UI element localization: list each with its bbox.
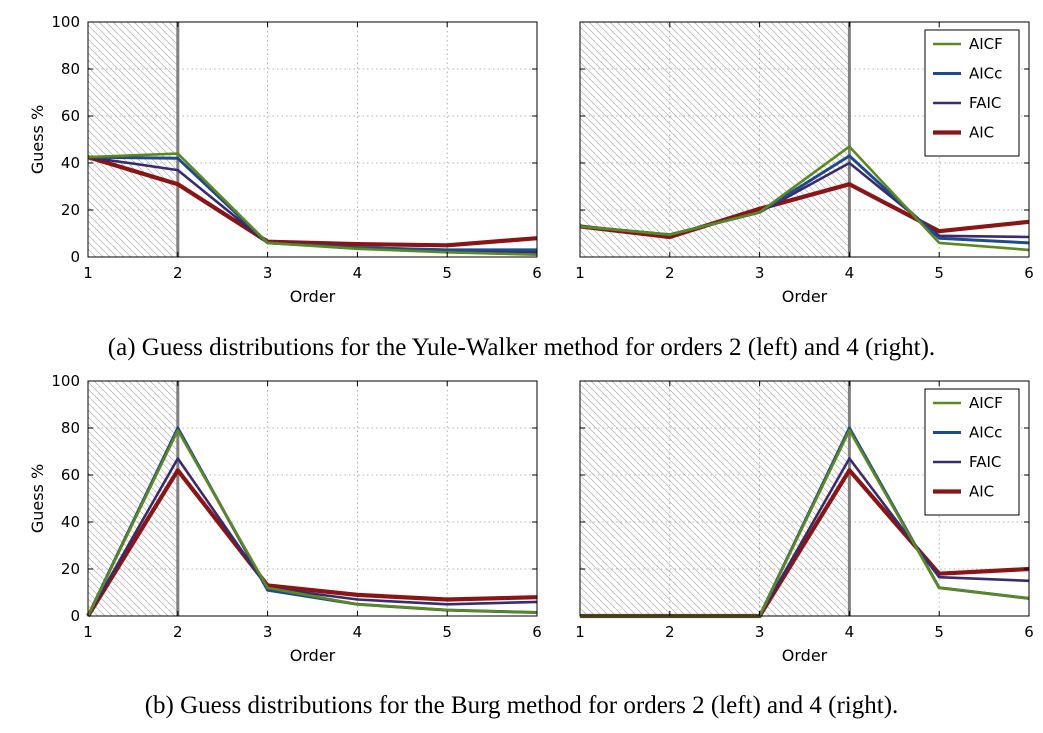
- y-tick-label: 60: [61, 107, 80, 125]
- x-tick-label: 2: [665, 264, 675, 282]
- legend: AICF AICc FAIC AIC: [924, 29, 1020, 157]
- x-tick-label: 3: [755, 623, 765, 641]
- hatched-region: [88, 22, 178, 257]
- x-tick-label: 1: [83, 623, 93, 641]
- x-tick-label: 6: [1024, 623, 1034, 641]
- series-line-aicf: [87, 152, 538, 256]
- caption-yule-walker: (a) Guess distributions for the Yule-Wal…: [107, 334, 936, 361]
- legend-label-aic: AIC: [969, 124, 994, 142]
- y-tick-label: 60: [61, 466, 80, 484]
- legend-label-aic: AIC: [969, 483, 994, 501]
- x-tick-label: 4: [845, 264, 855, 282]
- x-tick-label: 5: [934, 264, 944, 282]
- x-tick-label: 6: [532, 264, 542, 282]
- series-line-aic: [579, 182, 1030, 240]
- y-tick-label: 0: [70, 607, 80, 625]
- x-axis-label: Order: [782, 287, 828, 306]
- y-axis-label: Guess %: [28, 464, 47, 533]
- x-tick-label: 2: [173, 623, 183, 641]
- legend-box: [924, 388, 1020, 516]
- x-tick-label: 3: [755, 264, 765, 282]
- legend-label-aicf: AICF: [969, 35, 1003, 53]
- axes-frame: [579, 380, 1030, 617]
- y-tick-label: 80: [61, 419, 80, 437]
- hatched-region: [88, 381, 178, 616]
- series-line-aic: [87, 155, 538, 248]
- y-tick-label: 20: [61, 201, 80, 219]
- axes-frame: [579, 21, 1030, 258]
- x-tick-label: 4: [845, 623, 855, 641]
- hatched-region: [580, 22, 850, 257]
- x-tick-label: 4: [353, 623, 363, 641]
- x-tick-label: 3: [263, 623, 273, 641]
- y-tick-label: 100: [51, 13, 80, 31]
- x-tick-label: 5: [442, 623, 452, 641]
- x-tick-label: 1: [575, 264, 585, 282]
- legend-label-faic: FAIC: [969, 453, 1001, 471]
- y-tick-label: 40: [61, 513, 80, 531]
- chart-panel-b-right: 1 2 3 4 5 6 Order AICF AICc FAIC AIC: [575, 380, 1034, 665]
- x-axis-label: Order: [290, 646, 336, 665]
- axes-frame: [87, 21, 538, 258]
- series-line-aicf: [579, 145, 1030, 252]
- axes-frame: [87, 380, 538, 617]
- legend-label-aicc: AICc: [969, 65, 1002, 83]
- legend-label-faic: FAIC: [969, 94, 1001, 112]
- x-tick-label: 2: [173, 264, 183, 282]
- y-axis-label: Guess %: [28, 105, 47, 174]
- y-tick-label: 20: [61, 560, 80, 578]
- x-tick-label: 3: [263, 264, 273, 282]
- legend: AICF AICc FAIC AIC: [924, 388, 1020, 516]
- y-tick-label: 100: [51, 372, 80, 390]
- legend-label-aicc: AICc: [969, 424, 1002, 442]
- x-tick-label: 5: [934, 623, 944, 641]
- hatched-region: [580, 381, 850, 616]
- x-tick-label: 5: [442, 264, 452, 282]
- x-tick-label: 6: [1024, 264, 1034, 282]
- y-tick-label: 80: [61, 60, 80, 78]
- chart-panel-a-right: 1 2 3 4 5 6 Order AICF AICc FAIC AIC: [575, 21, 1034, 306]
- y-tick-label: 40: [61, 154, 80, 172]
- series-line-faic: [86, 457, 538, 617]
- series-line-aicf: [86, 429, 538, 617]
- x-tick-label: 1: [83, 264, 93, 282]
- x-tick-label: 1: [575, 623, 585, 641]
- legend-box: [924, 29, 1020, 157]
- legend-label-aicf: AICF: [969, 394, 1003, 412]
- x-axis-label: Order: [782, 646, 828, 665]
- series-line-aic: [86, 468, 538, 618]
- caption-burg: (b) Guess distributions for the Burg met…: [144, 692, 899, 719]
- x-axis-label: Order: [290, 287, 336, 306]
- y-tick-label: 0: [70, 248, 80, 266]
- x-tick-label: 6: [532, 623, 542, 641]
- x-tick-label: 4: [353, 264, 363, 282]
- x-tick-label: 2: [665, 623, 675, 641]
